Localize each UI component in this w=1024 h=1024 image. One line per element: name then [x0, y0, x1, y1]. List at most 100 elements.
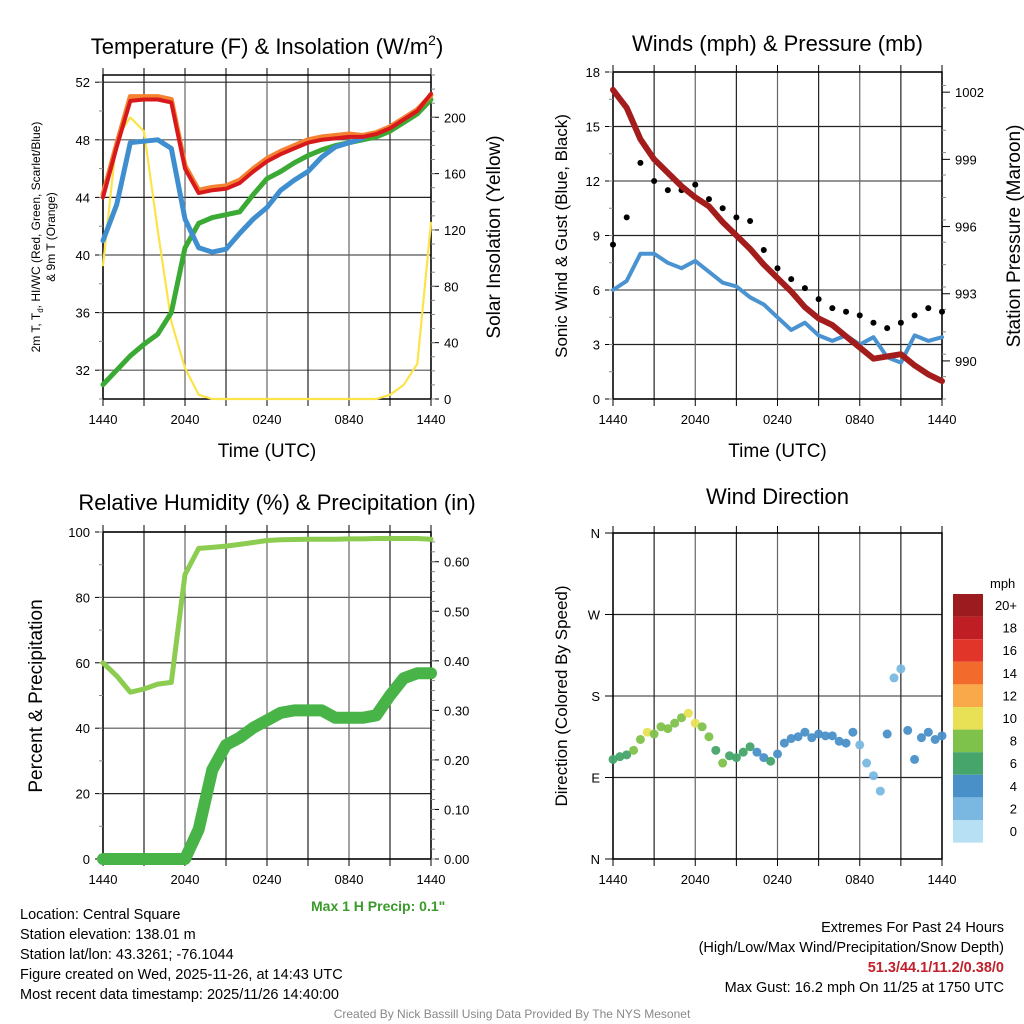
dir-xtick-label: 1440	[928, 872, 957, 887]
dir-ytick-label: N	[591, 526, 600, 541]
direction-point	[779, 738, 789, 748]
rh-ytick-label: 0	[83, 852, 90, 867]
dir-ytick-label: E	[591, 771, 600, 786]
rh-y2tick-label: 0.40	[444, 654, 469, 669]
rh-ylabel: Percent & Precipitation	[26, 599, 47, 792]
dir-ytick-label: N	[591, 852, 600, 867]
gust-point	[760, 247, 767, 254]
direction-point	[745, 742, 755, 752]
wind-ytick-label: 0	[593, 392, 600, 407]
wind-xtick-label: 1440	[599, 412, 628, 427]
direction-point	[718, 758, 728, 768]
temp-ytick-label: 48	[76, 133, 90, 148]
gust-point	[623, 214, 630, 221]
gust-point	[651, 178, 658, 184]
direction-point	[731, 753, 741, 763]
direction-point	[937, 731, 947, 741]
direction-point	[656, 722, 666, 732]
rh-y2tick-label: 0.30	[444, 703, 469, 718]
colorbar-label: 8	[1010, 734, 1017, 749]
colorbar-label: 18	[1003, 621, 1017, 636]
temp-xtick-label: 2040	[171, 412, 200, 427]
colorbar-unit-label: mph	[990, 576, 1015, 591]
rh-xtick-label: 0840	[335, 872, 364, 887]
gust-point	[637, 159, 644, 166]
colorbar-swatch	[953, 616, 983, 640]
location-text: Location: Central Square	[20, 907, 181, 923]
direction-point	[766, 756, 776, 766]
direction-point	[862, 758, 872, 768]
wind-y2tick-label: 993	[955, 287, 977, 302]
max-gust-text: Max Gust: 16.2 mph On 11/25 at 1750 UTC	[724, 980, 1004, 996]
direction-point	[841, 738, 851, 748]
temp-panel: 1440 2040 0240 0840 1440 32 36 40 44 48 52 0 40 80 120…	[29, 32, 505, 462]
direction-point	[663, 724, 673, 734]
colorbar-swatch	[953, 752, 983, 775]
created-text: Figure created on Wed, 2025-11-26, at 14…	[20, 967, 343, 983]
dir-xtick-label: 2040	[681, 872, 710, 887]
gust-point	[705, 196, 712, 203]
temp-y2tick-label: 40	[444, 336, 458, 351]
colorbar-swatch	[953, 820, 983, 843]
temp-ytick-label: 32	[76, 363, 90, 378]
temp-ytick-label: 44	[76, 190, 90, 205]
direction-point	[670, 718, 680, 728]
temp-ytick-label: 40	[76, 248, 90, 263]
colorbar-label: 4	[1010, 779, 1017, 794]
direction-point	[697, 722, 707, 732]
rh-title: Relative Humidity (%) & Precipitation (i…	[78, 490, 475, 515]
wind-ytick-label: 12	[586, 174, 600, 189]
temp-2m-line	[101, 91, 433, 200]
direction-point	[635, 734, 645, 744]
credit-text: Created By Nick Bassill Using Data Provi…	[333, 1007, 691, 1021]
rh-xtick-label: 2040	[171, 872, 200, 887]
direction-point	[629, 745, 639, 755]
rh-y2tick-label: 0.50	[444, 604, 469, 619]
colorbar-swatch	[953, 684, 983, 707]
wind-xlabel: Time (UTC)	[728, 441, 827, 462]
direction-point	[848, 727, 858, 737]
direction-point	[834, 736, 844, 746]
latlon-text: Station lat/lon: 43.3261; -76.1044	[20, 947, 234, 963]
max-precip-note: Max 1 H Precip: 0.1"	[311, 898, 446, 914]
wind-y2tick-label: 999	[955, 152, 977, 167]
solar-insolation-line	[101, 116, 433, 401]
direction-point	[738, 747, 748, 757]
gust-point	[870, 319, 877, 326]
dir-ytick-label: W	[588, 608, 601, 623]
gust-point	[843, 308, 850, 315]
temp-ylabel: 2m T, Td, HI/WC (Red, Green, Scarlet/Blu…	[29, 122, 45, 353]
direction-point	[649, 729, 659, 739]
gust-point	[939, 308, 945, 315]
station-pressure-line	[610, 86, 945, 385]
colorbar-label: 16	[1003, 643, 1017, 658]
gust-point	[856, 312, 863, 319]
temp-y2label: Solar Insolation (Yellow)	[484, 135, 505, 338]
temp-ytick-label: 52	[76, 75, 90, 90]
rh-ytick-label: 80	[76, 590, 90, 605]
temp-xtick-label: 1440	[89, 412, 118, 427]
gust-point	[664, 187, 671, 194]
wind-title: Winds (mph) & Pressure (mb)	[632, 31, 923, 56]
rh-y2tick-label: 0.00	[444, 852, 469, 867]
direction-point	[896, 664, 906, 674]
direction-point	[759, 753, 769, 763]
gust-point	[801, 285, 808, 292]
rh-y2tick-label: 0.10	[444, 802, 469, 817]
gust-point	[692, 181, 699, 188]
wind-y2tick-label: 990	[955, 354, 977, 369]
gust-point	[774, 265, 781, 272]
direction-point	[711, 745, 721, 755]
temp-ylabel-line2: & 9m T (Orange)	[44, 192, 58, 282]
gust-point	[747, 217, 754, 224]
direction-point	[642, 727, 652, 737]
rh-y2tick-label: 0.60	[444, 555, 469, 570]
rh-xtick-label: 0240	[253, 872, 282, 887]
dir-ytick-label: S	[591, 689, 600, 704]
direction-point	[690, 718, 700, 728]
rh-ytick-label: 40	[76, 721, 90, 736]
rh-ytick-label: 100	[68, 525, 90, 540]
wind-ytick-label: 6	[593, 283, 600, 298]
